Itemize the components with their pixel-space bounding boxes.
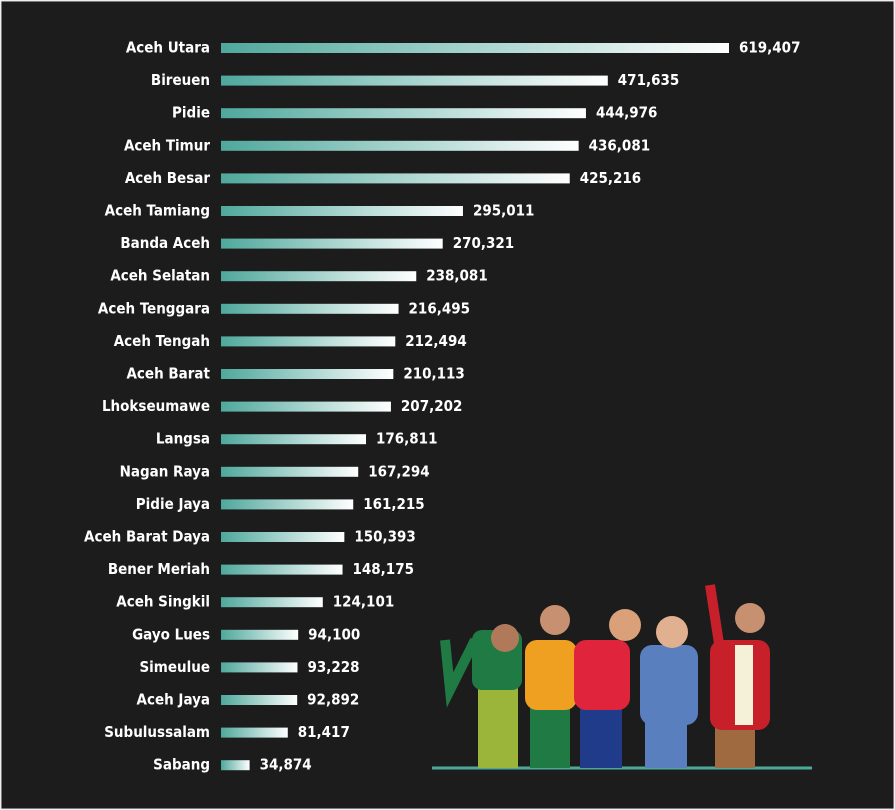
bar [221,499,354,510]
category-label: Aceh Tamiang [105,202,210,220]
category-label: Aceh Tengah [114,332,210,350]
bar [221,140,579,151]
bar [221,75,608,86]
bar [221,564,343,575]
bar [221,238,443,249]
value-label: 81,417 [298,723,350,741]
value-label: 436,081 [589,136,650,154]
bar [221,303,399,314]
bar [221,662,298,673]
category-label: Aceh Barat Daya [84,528,210,546]
value-label: 34,874 [260,756,312,774]
bar [221,271,417,282]
category-label: Gayo Lues [132,625,210,643]
category-label: Sabang [153,756,210,774]
value-label: 210,113 [403,365,464,383]
bar [221,629,299,640]
value-label: 619,407 [739,39,800,57]
category-label: Langsa [156,430,210,448]
category-label: Aceh Singkil [116,593,210,611]
value-label: 207,202 [401,397,462,415]
value-label: 216,495 [409,299,470,317]
value-label: 124,101 [333,593,394,611]
value-label: 94,100 [308,625,360,643]
bar [221,206,463,216]
value-label: 167,294 [368,462,429,480]
value-label: 295,011 [473,202,534,220]
category-label: Aceh Tenggara [98,299,210,317]
bar [221,466,359,477]
category-label: Aceh Selatan [110,267,210,285]
category-label: Aceh Barat [126,365,210,383]
bar [221,532,345,542]
category-label: Simeulue [139,658,210,676]
value-label: 444,976 [596,104,657,122]
value-label: 92,892 [307,691,359,709]
value-label: 270,321 [453,234,514,252]
category-label: Bireuen [151,71,210,89]
category-label: Bener Meriah [108,560,210,578]
bar [221,695,298,705]
bar [221,108,586,119]
bar [221,401,391,412]
value-label: 238,081 [426,267,487,285]
category-label: Aceh Utara [126,39,210,57]
bar [221,173,570,184]
category-label: Pidie Jaya [136,495,210,513]
bar [221,336,396,347]
category-label: Aceh Timur [124,136,210,154]
category-label: Aceh Besar [125,169,210,187]
value-label: 148,175 [353,560,414,578]
bar [221,434,367,445]
value-label: 93,228 [307,658,359,676]
bar [221,597,323,608]
category-label: Nagan Raya [120,462,210,480]
bar [221,760,250,771]
value-label: 176,811 [376,430,437,448]
category-label: Aceh Jaya [137,691,210,709]
bar [221,43,729,53]
value-label: 471,635 [618,71,679,89]
bar [221,727,288,738]
value-label: 161,215 [363,495,424,513]
category-label: Lhokseumawe [102,397,210,415]
bar [221,369,394,379]
value-label: 212,494 [405,332,466,350]
category-label: Banda Aceh [120,234,210,252]
illustration [432,584,812,770]
value-label: 150,393 [354,528,415,546]
value-label: 425,216 [580,169,641,187]
category-label: Subulussalam [104,723,210,741]
category-label: Pidie [172,104,210,122]
